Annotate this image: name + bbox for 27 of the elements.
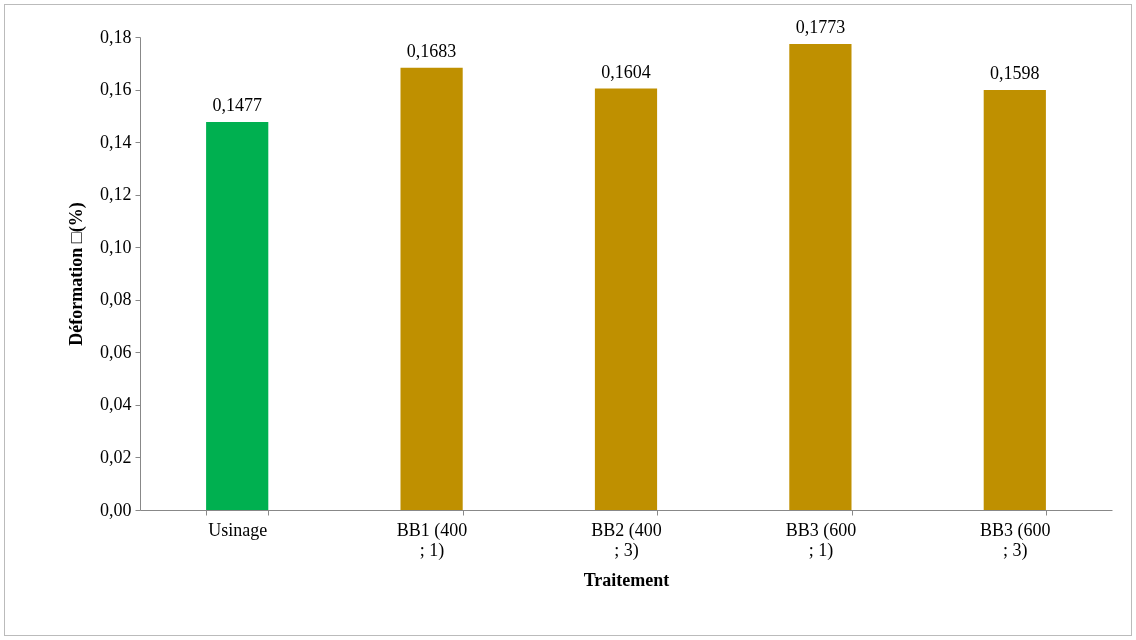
x-tick-label: Usinage xyxy=(208,519,268,540)
bar xyxy=(983,90,1046,510)
bar xyxy=(400,67,463,510)
data-label: 0,1773 xyxy=(795,17,846,38)
y-tick-label: 0,12 xyxy=(100,184,132,205)
x-tick-label: BB3 (600 ; 1) xyxy=(785,519,857,561)
y-tick-label: 0,02 xyxy=(100,446,132,467)
y-tick-label: 0,00 xyxy=(100,499,132,520)
y-tick-label: 0,18 xyxy=(100,26,132,47)
y-tick-label: 0,14 xyxy=(100,131,132,152)
data-label: 0,1604 xyxy=(601,61,651,82)
data-label: 0,1598 xyxy=(990,63,1040,84)
bar xyxy=(789,44,852,510)
data-label: 0,1683 xyxy=(406,40,457,61)
y-axis-title: Déformation □(%) xyxy=(66,202,87,346)
data-label: 0,1477 xyxy=(212,94,262,115)
x-tick-label: BB3 (600 ; 3) xyxy=(980,519,1051,561)
bar xyxy=(206,121,269,510)
x-tick-label: BB1 (400 ; 1) xyxy=(396,519,468,561)
y-tick-label: 0,08 xyxy=(100,289,132,310)
y-tick-label: 0,16 xyxy=(100,79,132,100)
y-tick-label: 0,10 xyxy=(100,236,132,257)
bar xyxy=(594,88,658,510)
x-axis-title: Traitement xyxy=(583,569,670,590)
y-tick-label: 0,04 xyxy=(100,394,132,415)
x-tick-label: BB2 (400 ; 3) xyxy=(591,519,662,561)
y-tick-label: 0,06 xyxy=(100,341,132,362)
